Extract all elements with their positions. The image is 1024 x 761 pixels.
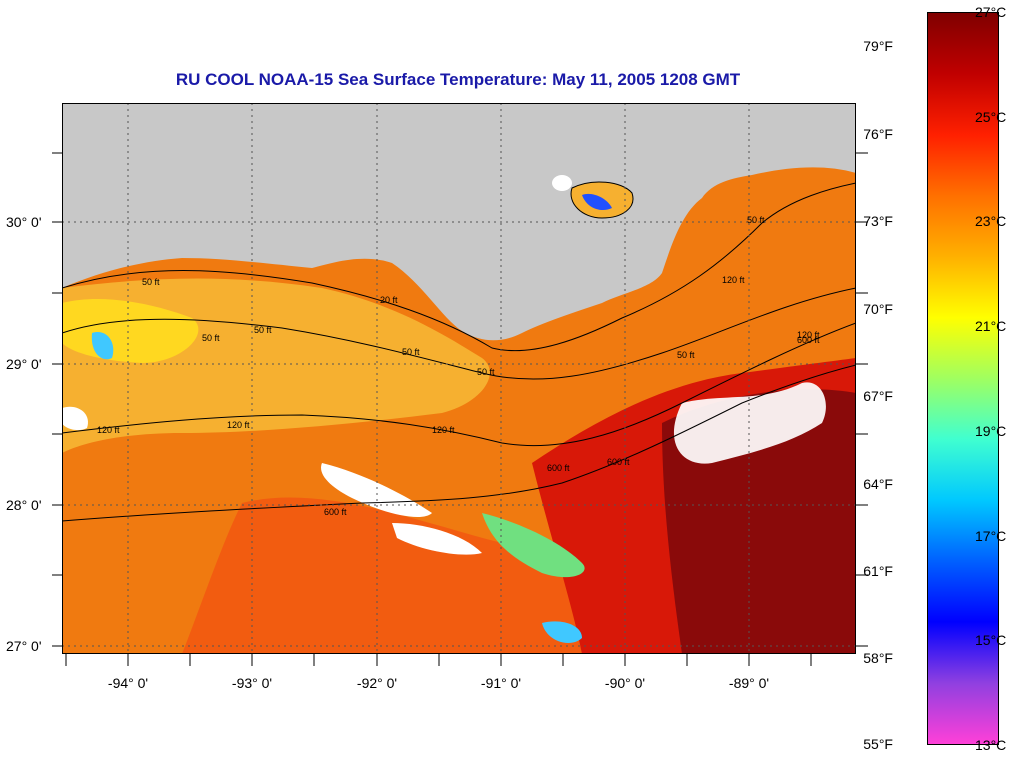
celsius-label: 23°C	[975, 213, 1007, 229]
latitude-axis-ticks	[52, 152, 62, 647]
contour-20ft	[62, 182, 856, 352]
map-frame	[62, 103, 856, 654]
longitude-axis-ticks	[65, 654, 812, 666]
celsius-label: 15°C	[975, 632, 1007, 648]
cloud-patch-west	[62, 406, 88, 431]
sst-map: 50 ft 50 ft 50 ft 50 ft 50 ft 50 ft 50 f…	[62, 103, 856, 654]
contour-label: 120 ft	[97, 425, 120, 435]
cool-streak-center	[482, 513, 585, 578]
fahrenheit-label: 58°F	[863, 650, 893, 666]
cloud-patch-southcentral	[392, 523, 482, 555]
contour-label: 50 ft	[254, 325, 272, 335]
fahrenheit-label: 67°F	[863, 388, 893, 404]
longitude-label: -93° 0'	[231, 675, 273, 691]
contour-label: 50 ft	[747, 215, 765, 225]
longitude-label: -89° 0'	[728, 675, 770, 691]
fahrenheit-label: 79°F	[863, 38, 893, 54]
map-title: RU COOL NOAA-15 Sea Surface Temperature:…	[175, 70, 741, 89]
contour-label: 600 ft	[607, 457, 630, 467]
fahrenheit-label: 61°F	[863, 563, 893, 579]
contour-label: 600 ft	[797, 335, 820, 345]
contour-label: 120 ft	[797, 330, 820, 340]
celsius-label: 19°C	[975, 423, 1007, 439]
latitude-label: 27° 0'	[6, 638, 42, 654]
contour-label: 20 ft	[380, 295, 398, 305]
temperature-colorbar	[927, 12, 999, 745]
cloud-patch-central	[321, 463, 432, 518]
celsius-label: 27°C	[975, 4, 1007, 20]
longitude-label: -90° 0'	[604, 675, 646, 691]
fahrenheit-label: 64°F	[863, 476, 893, 492]
contour-label: 120 ft	[227, 420, 250, 430]
contour-label: 50 ft	[477, 367, 495, 377]
lake-cool-water	[582, 193, 612, 211]
graticule	[62, 103, 856, 654]
longitude-label: -92° 0'	[356, 675, 398, 691]
latitude-label: 29° 0'	[6, 356, 42, 372]
celsius-label: 13°C	[975, 737, 1007, 753]
contour-label: 120 ft	[432, 425, 455, 435]
celsius-label: 17°C	[975, 528, 1007, 544]
cool-streak-south	[542, 621, 582, 643]
longitude-label: -94° 0'	[107, 675, 149, 691]
celsius-label: 25°C	[975, 109, 1007, 125]
contour-label: 120 ft	[722, 275, 745, 285]
contour-label: 50 ft	[677, 350, 695, 360]
celsius-label: 21°C	[975, 318, 1007, 334]
cloud-patch-east	[673, 382, 826, 464]
contour-label: 50 ft	[202, 333, 220, 343]
contour-120ft	[62, 322, 856, 447]
latitude-label: 30° 0'	[6, 214, 42, 230]
contour-label: 600 ft	[547, 463, 570, 473]
cloud-on-land	[552, 175, 572, 191]
contour-600ft	[62, 364, 856, 522]
contour-label: 50 ft	[402, 347, 420, 357]
fahrenheit-label: 73°F	[863, 213, 893, 229]
latitude-axis-ticks-right	[856, 152, 868, 647]
fahrenheit-label: 55°F	[863, 736, 893, 752]
latitude-label: 28° 0'	[6, 497, 42, 513]
contour-50ft	[62, 287, 856, 380]
longitude-label: -91° 0'	[480, 675, 522, 691]
contour-label: 600 ft	[324, 507, 347, 517]
cool-streak-west	[91, 332, 114, 360]
warm-region-south	[182, 497, 662, 654]
fahrenheit-label: 76°F	[863, 126, 893, 142]
fahrenheit-label: 70°F	[863, 301, 893, 317]
contour-label: 50 ft	[142, 277, 160, 287]
